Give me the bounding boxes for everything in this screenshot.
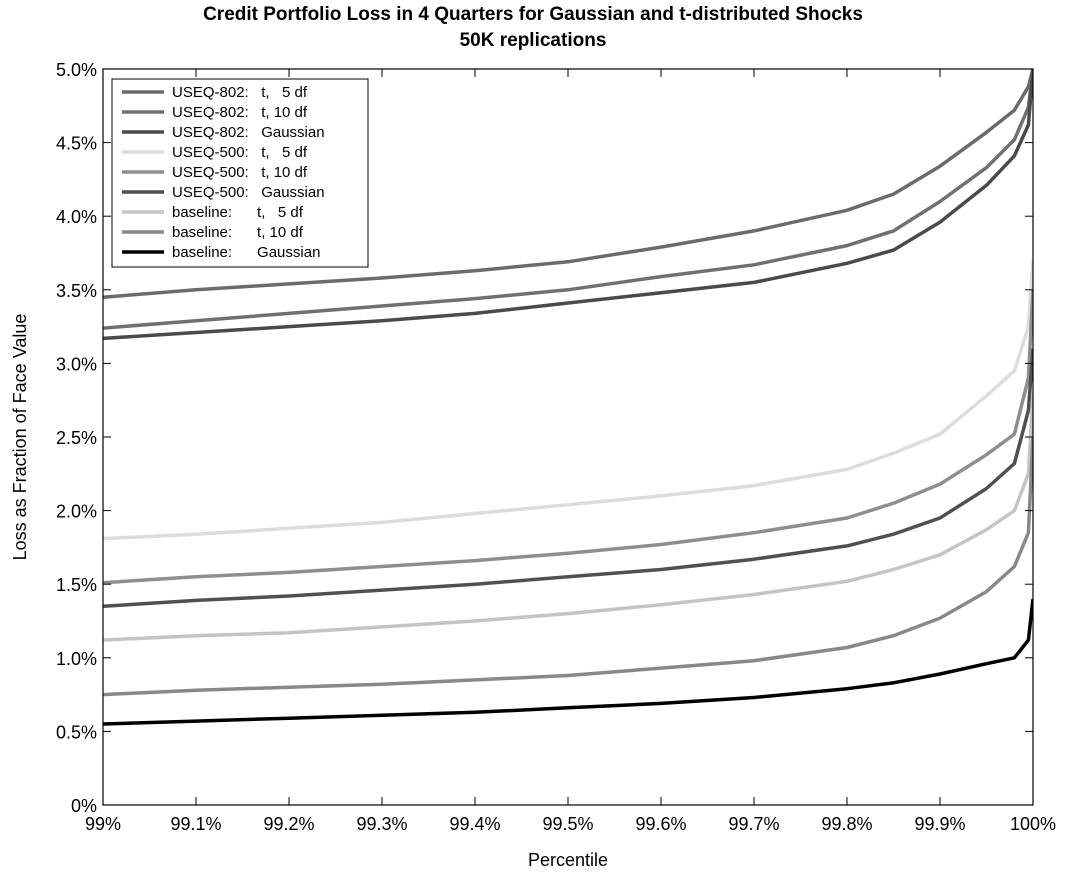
chart-title: Credit Portfolio Loss in 4 Quarters for … [203,4,863,25]
legend-label: baseline: t, 5 df [172,204,304,221]
y-tick-label: 0% [71,796,97,816]
legend-label: baseline: Gaussian [172,244,320,261]
y-tick-label: 3.5% [56,281,97,301]
chart-subtitle: 50K replications [459,30,607,51]
legend-label: USEQ-802: t, 10 df [172,104,308,121]
legend-label: USEQ-500: t, 5 df [172,144,308,161]
x-tick-label: 99.3% [356,814,407,834]
y-tick-label: 3.0% [56,354,97,374]
x-axis-label: Percentile [528,850,608,870]
axis-ticks: 99% 99.1% 99.2% 99.3% 99.4% 99.5% 99.6% 99.7% 99… [56,60,1056,834]
series-line-5 [103,348,1033,609]
series-layer [103,69,1033,726]
series-line-2 [103,69,1033,341]
x-tick-label: 99.8% [821,814,872,834]
y-tick-label: 2.5% [56,428,97,448]
legend-label: USEQ-802: t, 5 df [172,84,308,101]
series-line-0 [103,69,1033,299]
series-line-1 [103,69,1033,330]
y-tick-label: 1.5% [56,575,97,595]
series-line-8 [103,598,1033,726]
legend-label: USEQ-802: Gaussian [172,124,325,141]
x-tick-label: 99.7% [728,814,779,834]
series-line-4 [103,289,1033,585]
legend-label: baseline: t, 10 df [172,224,304,241]
series-line-6 [103,392,1033,642]
y-tick-label: 0.5% [56,722,97,742]
x-tick-label: 99.4% [449,814,500,834]
y-axis-label: Loss as Fraction of Face Value [10,314,30,561]
y-tick-label: 1.0% [56,649,97,669]
legend-label: USEQ-500: Gaussian [172,184,325,201]
x-tick-label: 99.1% [170,814,221,834]
x-tick-label: 99.2% [263,814,314,834]
y-tick-label: 5.0% [56,60,97,80]
x-tick-label: 99.9% [914,814,965,834]
y-tick-label: 2.0% [56,502,97,522]
x-tick-label: 99.5% [542,814,593,834]
y-tick-label: 4.0% [56,207,97,227]
legend-label: USEQ-500: t, 10 df [172,164,308,181]
x-tick-label: 100% [1010,814,1056,834]
series-line-3 [103,260,1033,541]
x-tick-label: 99.6% [635,814,686,834]
x-tick-label: 99% [85,814,121,834]
series-line-7 [103,436,1033,697]
legend: USEQ-802: t, 5 df USEQ-802: t, 10 df USEQ-… [111,78,369,268]
y-tick-label: 4.5% [56,134,97,154]
